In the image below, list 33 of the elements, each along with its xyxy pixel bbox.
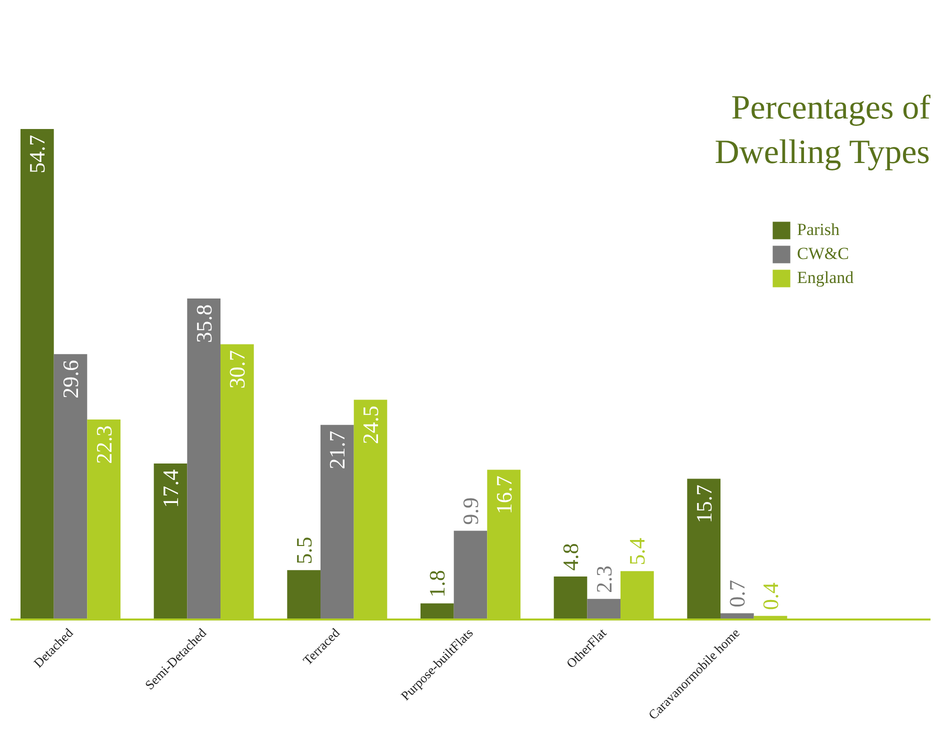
data-label: 0.7 — [724, 580, 750, 608]
data-label: 0.4 — [758, 582, 783, 610]
legend-label: CW&C — [797, 244, 849, 264]
bar — [20, 128, 54, 620]
legend-label: Parish — [797, 220, 840, 240]
data-label: 24.5 — [358, 406, 383, 444]
bar — [287, 570, 320, 620]
bar — [454, 530, 488, 620]
data-label: 54.7 — [24, 134, 50, 174]
bar — [687, 478, 720, 620]
bar — [420, 603, 454, 620]
data-label: 15.7 — [691, 484, 716, 524]
legend-label: England — [797, 268, 854, 288]
chart-title: Percentages of Dwelling Types — [714, 90, 932, 171]
data-label: 22.3 — [91, 425, 116, 464]
bar — [154, 463, 188, 620]
data-label: 30.7 — [224, 350, 250, 389]
data-label: 16.7 — [491, 476, 516, 514]
data-label: 1.8 — [424, 570, 450, 598]
bar — [54, 354, 88, 620]
bar — [187, 298, 220, 620]
data-label: 5.5 — [291, 536, 316, 564]
data-label: 17.4 — [158, 469, 183, 508]
bar — [554, 576, 588, 620]
data-label: 5.4 — [624, 538, 650, 566]
bar — [320, 424, 354, 620]
data-label: 29.6 — [58, 360, 83, 398]
data-label: 9.9 — [458, 497, 483, 525]
bar — [587, 598, 620, 620]
data-label: 2.3 — [591, 565, 616, 593]
data-label: 4.8 — [558, 543, 583, 571]
data-label: 21.7 — [324, 430, 350, 470]
data-label: 35.8 — [191, 304, 216, 343]
